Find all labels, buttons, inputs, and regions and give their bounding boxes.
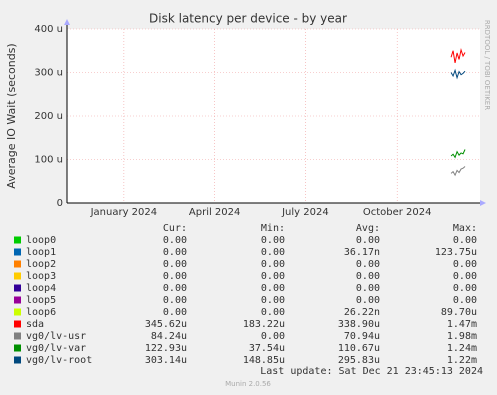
legend-swatch [14,344,21,352]
legend-header: Max: [453,223,477,234]
legend-name: vg0/lv-root [26,355,92,366]
legend-stat: 0.00 [261,235,285,246]
series-line [450,166,466,177]
legend-stat: 1.98m [447,331,477,342]
legend-stat: 0.00 [163,283,187,294]
legend-stat: 0.00 [453,235,477,246]
legend-stat: 0.00 [356,235,380,246]
last-update: Last update: Sat Dec 21 23:45:13 2024 [260,366,483,377]
legend-swatch [14,356,21,364]
legend-stat: 0.00 [453,295,477,306]
legend-name: loop2 [26,259,56,270]
legend-header: Avg: [356,223,380,234]
legend-stat: 0.00 [453,259,477,270]
legend-stat: 0.00 [163,247,187,258]
legend-swatch [14,248,21,256]
legend-stat: 122.93u [145,343,187,354]
y-tick-label: 0 [57,198,63,209]
y-tick-label: 200 u [34,111,63,122]
legend-swatch [14,308,21,316]
legend-stat: 0.00 [261,307,285,318]
legend-stat: 0.00 [163,235,187,246]
legend-stat: 303.14u [145,355,187,366]
legend-name: loop6 [26,307,56,318]
legend-stat: 0.00 [163,259,187,270]
x-axis-arrow [480,200,486,206]
legend-stat: 0.00 [356,283,380,294]
y-tick-label: 400 u [34,24,63,35]
legend-swatch [14,296,21,304]
legend-stat: 0.00 [261,295,285,306]
legend-name: sda [26,319,44,330]
legend-stat: 26.22n [344,307,380,318]
legend-stat: 123.75u [435,247,477,258]
legend-stat: 0.00 [261,331,285,342]
legend-stat: 0.00 [163,307,187,318]
legend-stat: 37.54u [249,343,285,354]
plot-area [67,29,480,203]
legend-stat: 0.00 [261,271,285,282]
y-axis-label: Average IO Wait (seconds) [5,43,18,188]
legend-name: vg0/lv-usr [26,331,86,342]
legend-stat: 1.24m [447,343,477,354]
legend-stat: 1.22m [447,355,477,366]
legend-name: loop5 [26,295,56,306]
legend-stat: 70.94u [344,331,380,342]
legend-stat: 0.00 [261,283,285,294]
legend-stat: 338.90u [338,319,380,330]
legend-stat: 345.62u [145,319,187,330]
legend-stat: 0.00 [356,259,380,270]
legend-stat: 0.00 [261,247,285,258]
legend-stat: 183.22u [243,319,285,330]
legend-name: loop0 [26,235,56,246]
legend-stat: 1.47m [447,319,477,330]
legend-header: Cur: [163,223,187,234]
x-tick-label: January 2024 [90,207,158,218]
legend-stat: 148.85u [243,355,285,366]
legend-stat: 36.17n [344,247,380,258]
footer: Munin 2.0.56 [225,380,271,388]
legend-name: loop4 [26,283,56,294]
chart-title: Disk latency per device - by year [149,12,347,26]
series-line [450,68,466,80]
legend-name: vg0/lv-var [26,343,86,354]
legend-stat: 0.00 [261,259,285,270]
legend-swatch [14,284,21,292]
series-line [450,149,466,159]
y-tick-label: 100 u [34,155,63,166]
legend-stat: 0.00 [163,295,187,306]
legend-header: Min: [261,223,285,234]
legend-stat: 0.00 [356,271,380,282]
legend-stat: 0.00 [453,271,477,282]
side-text: RRDTOOL / TOBI OETIKER [483,20,491,110]
legend-swatch [14,260,21,268]
legend-stat: 89.70u [441,307,477,318]
legend-stat: 0.00 [453,283,477,294]
legend-swatch [14,272,21,280]
x-tick-label: July 2024 [281,207,329,218]
legend-name: loop3 [26,271,56,282]
x-tick-label: April 2024 [189,207,240,218]
legend-swatch [14,236,21,244]
series-line [450,47,466,64]
legend-swatch [14,320,21,328]
legend-stat: 295.83u [338,355,380,366]
y-axis-arrow [64,19,70,25]
legend-stat: 0.00 [163,271,187,282]
grid [67,28,480,204]
legend-stat: 110.67u [338,343,380,354]
x-tick-label: October 2024 [363,207,432,218]
legend-stat: 0.00 [356,295,380,306]
y-tick-label: 300 u [34,68,63,79]
legend-swatch [14,332,21,340]
legend-stat: 84.24u [151,331,187,342]
legend-name: loop1 [26,247,56,258]
